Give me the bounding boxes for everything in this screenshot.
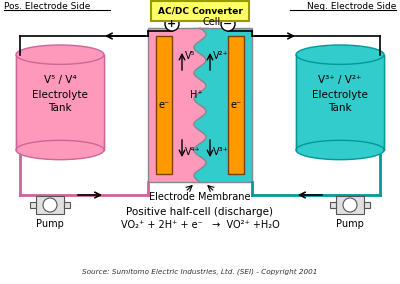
Text: VO₂⁺ + 2H⁺ + e⁻   →  VO²⁺ +H₂O: VO₂⁺ + 2H⁺ + e⁻ → VO²⁺ +H₂O: [121, 220, 279, 230]
Circle shape: [221, 17, 235, 31]
Text: +: +: [167, 19, 177, 29]
Bar: [296, 55, 384, 140]
Ellipse shape: [16, 45, 104, 64]
Text: H⁺: H⁺: [190, 90, 202, 100]
Text: AC/DC Converter: AC/DC Converter: [158, 7, 242, 16]
Bar: [200, 28, 252, 182]
FancyBboxPatch shape: [151, 1, 249, 21]
Text: Electrode Membrane: Electrode Membrane: [149, 192, 251, 202]
Bar: [16, 55, 104, 150]
Text: Neg. Electrode Side: Neg. Electrode Side: [307, 2, 396, 11]
Text: V²⁺: V²⁺: [213, 51, 229, 61]
Text: Pump: Pump: [36, 219, 64, 229]
Text: V⁵: V⁵: [185, 51, 196, 61]
Text: V³⁺ / V²⁺: V³⁺ / V²⁺: [318, 75, 362, 85]
Text: V⁴⁺: V⁴⁺: [185, 147, 201, 157]
Text: e⁻: e⁻: [158, 100, 170, 110]
Text: e⁻: e⁻: [230, 100, 242, 110]
Bar: [364, 202, 370, 208]
Bar: [30, 202, 36, 208]
Bar: [336, 196, 364, 214]
Bar: [64, 202, 70, 208]
Text: Tank: Tank: [48, 103, 72, 113]
Text: V⁵ / V⁴: V⁵ / V⁴: [44, 75, 76, 85]
Text: Electrolyte: Electrolyte: [32, 90, 88, 100]
Text: Pump: Pump: [336, 219, 364, 229]
Text: V³⁺: V³⁺: [213, 147, 229, 157]
Text: Cell: Cell: [203, 17, 221, 27]
Text: Positive half-cell (discharge): Positive half-cell (discharge): [126, 207, 274, 217]
Bar: [36, 196, 64, 214]
Ellipse shape: [296, 140, 384, 160]
Circle shape: [165, 17, 179, 31]
Text: Source: Sumitomo Electric Industries, Ltd. (SEI) - Copyright 2001: Source: Sumitomo Electric Industries, Lt…: [82, 268, 318, 275]
Text: −: −: [223, 19, 233, 29]
Circle shape: [43, 198, 57, 212]
Bar: [16, 55, 104, 140]
Bar: [148, 28, 252, 182]
Ellipse shape: [296, 45, 384, 64]
Circle shape: [343, 198, 357, 212]
Text: Pos. Electrode Side: Pos. Electrode Side: [4, 2, 90, 11]
Bar: [156, 36, 172, 174]
Bar: [148, 28, 200, 182]
Text: Electrolyte: Electrolyte: [312, 90, 368, 100]
Bar: [330, 202, 336, 208]
Text: Tank: Tank: [328, 103, 352, 113]
Bar: [296, 55, 384, 150]
Ellipse shape: [16, 140, 104, 160]
Bar: [228, 36, 244, 174]
